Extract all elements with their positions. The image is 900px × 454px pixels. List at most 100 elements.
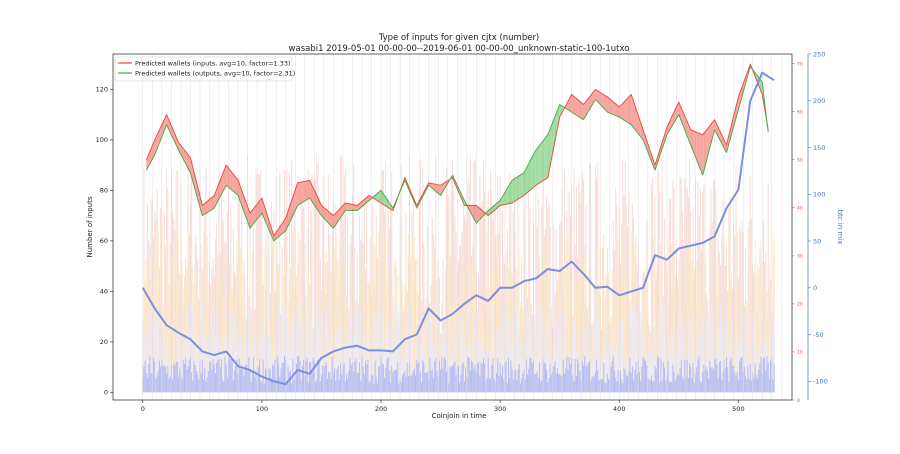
background-bar xyxy=(207,335,209,393)
background-bar xyxy=(767,183,769,393)
background-bar xyxy=(654,365,656,393)
background-bar xyxy=(553,224,555,393)
background-bar xyxy=(480,207,482,393)
background-bar xyxy=(659,276,661,393)
fill-between-segment xyxy=(541,140,544,182)
background-bar xyxy=(173,363,175,393)
background-bar xyxy=(770,360,772,393)
fill-between-segment xyxy=(279,225,281,236)
background-bar xyxy=(454,305,456,393)
fill-between-segment xyxy=(161,122,164,137)
background-bar xyxy=(338,380,340,393)
background-bar xyxy=(510,360,512,393)
background-bar xyxy=(496,235,498,393)
background-bar xyxy=(734,372,736,393)
background-bar xyxy=(337,262,339,393)
background-bar xyxy=(729,360,731,393)
background-bar xyxy=(359,321,361,393)
background-bar xyxy=(387,356,389,393)
background-bar xyxy=(563,373,565,393)
background-bar xyxy=(155,378,157,393)
background-bar xyxy=(735,375,737,393)
y3-tick-label: 70 xyxy=(797,61,803,67)
background-bar xyxy=(335,204,337,393)
fill-between-segment xyxy=(553,116,555,148)
background-bar xyxy=(749,177,751,393)
background-bar xyxy=(162,365,164,393)
background-bar xyxy=(593,317,595,393)
background-bar xyxy=(636,373,638,393)
y3-tick-label: 60 xyxy=(797,109,803,115)
background-bar xyxy=(602,248,604,393)
background-bar xyxy=(653,381,655,393)
background-bar xyxy=(677,373,679,393)
y2-tick-label: 250 xyxy=(813,50,825,58)
series-line-inputs xyxy=(145,63,769,237)
fill-between-segment xyxy=(308,180,310,199)
background-bar xyxy=(543,269,545,393)
background-bar xyxy=(281,309,283,393)
fill-between-segment xyxy=(681,107,683,124)
background-bar xyxy=(150,373,152,393)
background-bar xyxy=(203,379,205,393)
background-bar xyxy=(397,276,399,393)
background-bar xyxy=(575,352,577,393)
background-bar xyxy=(624,370,626,393)
fill-between-segment xyxy=(626,98,628,123)
background-bar xyxy=(629,357,631,393)
background-bar xyxy=(696,313,698,393)
background-bar xyxy=(230,359,232,393)
background-bar xyxy=(658,310,660,393)
fill-between-segment xyxy=(615,104,617,117)
background-bar xyxy=(745,248,747,393)
fill-between-segment xyxy=(260,197,262,215)
y-axis-label: Number of inputs xyxy=(86,196,94,257)
background-bar xyxy=(396,370,397,393)
background-bar xyxy=(509,313,511,393)
background-bar xyxy=(681,316,683,393)
background-bar xyxy=(709,360,711,393)
fill-between-segment xyxy=(220,177,222,197)
y-tick-label: 40 xyxy=(100,288,108,296)
background-bar xyxy=(764,287,766,393)
background-bar xyxy=(502,365,504,393)
fill-between-segment xyxy=(323,207,326,220)
background-bar xyxy=(555,372,557,393)
background-bar xyxy=(486,342,488,393)
fill-between-segment xyxy=(602,93,604,109)
background-bar xyxy=(273,293,275,393)
background-bar xyxy=(250,307,252,393)
background-bar xyxy=(615,236,617,393)
background-bar xyxy=(741,357,743,393)
background-bar xyxy=(751,380,752,393)
background-bar xyxy=(645,276,646,393)
background-bar xyxy=(432,250,434,393)
background-bar xyxy=(201,302,203,393)
background-bar xyxy=(300,196,302,393)
background-bar xyxy=(594,165,596,393)
fill-between-segment xyxy=(213,195,215,209)
background-bar xyxy=(681,376,683,393)
fill-between-segment xyxy=(341,205,343,216)
background-bar xyxy=(421,301,423,393)
fill-between-segment xyxy=(384,195,386,207)
background-bar xyxy=(226,343,228,393)
background-bar xyxy=(404,370,406,393)
background-bar xyxy=(668,198,670,393)
background-bar xyxy=(422,360,424,393)
background-bar xyxy=(540,381,542,393)
background-bar xyxy=(653,357,655,393)
background-bar xyxy=(519,341,521,393)
fill-between-segment xyxy=(336,210,339,223)
background-bar xyxy=(197,374,199,393)
fill-between-segment xyxy=(509,182,511,204)
background-bar xyxy=(589,361,590,393)
x-tick-label: 500 xyxy=(732,405,744,413)
fill-between-segment xyxy=(209,198,211,212)
background-bar xyxy=(668,360,670,393)
background-bar xyxy=(166,373,168,393)
background-bar xyxy=(388,370,390,393)
background-bar xyxy=(238,358,240,393)
background-bar xyxy=(350,234,352,393)
background-bar xyxy=(484,192,486,393)
